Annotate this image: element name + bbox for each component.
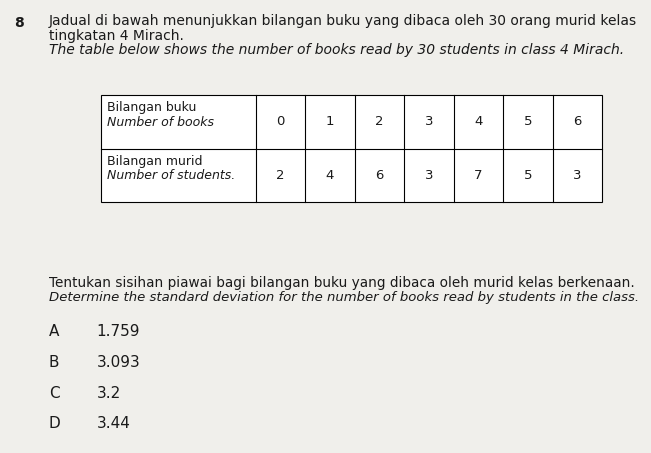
Text: 6: 6 [574, 116, 581, 128]
Text: 2: 2 [276, 169, 285, 182]
Text: 3.44: 3.44 [96, 416, 130, 431]
Text: C: C [49, 386, 59, 400]
Text: 5: 5 [523, 116, 533, 128]
Text: B: B [49, 355, 59, 370]
Text: 0: 0 [277, 116, 284, 128]
Text: 3: 3 [573, 169, 582, 182]
Text: 2: 2 [375, 116, 384, 128]
Text: 3.2: 3.2 [96, 386, 120, 400]
Text: D: D [49, 416, 61, 431]
Text: 5: 5 [523, 169, 533, 182]
Text: Tentukan sisihan piawai bagi bilangan buku yang dibaca oleh murid kelas berkenaa: Tentukan sisihan piawai bagi bilangan bu… [49, 276, 635, 290]
Text: A: A [49, 324, 59, 339]
Text: 8: 8 [14, 16, 24, 30]
Text: 3: 3 [424, 116, 434, 128]
Text: tingkatan 4 Mirach.: tingkatan 4 Mirach. [49, 29, 184, 43]
Text: Jadual di bawah menunjukkan bilangan buku yang dibaca oleh 30 orang murid kelas: Jadual di bawah menunjukkan bilangan buk… [49, 14, 637, 29]
Text: Bilangan buku: Bilangan buku [107, 101, 197, 115]
Text: 3: 3 [424, 169, 434, 182]
Text: Number of students.: Number of students. [107, 169, 236, 183]
Text: 7: 7 [474, 169, 483, 182]
Text: 4: 4 [475, 116, 482, 128]
Text: Determine the standard deviation for the number of books read by students in the: Determine the standard deviation for the… [49, 291, 639, 304]
Text: The table below shows the number of books read by 30 students in class 4 Mirach.: The table below shows the number of book… [49, 43, 624, 58]
Text: 4: 4 [326, 169, 334, 182]
Text: Bilangan murid: Bilangan murid [107, 155, 203, 168]
Text: 1.759: 1.759 [96, 324, 140, 339]
Text: 3.093: 3.093 [96, 355, 140, 370]
Text: 6: 6 [376, 169, 383, 182]
Text: 1: 1 [326, 116, 335, 128]
Text: Number of books: Number of books [107, 116, 214, 129]
